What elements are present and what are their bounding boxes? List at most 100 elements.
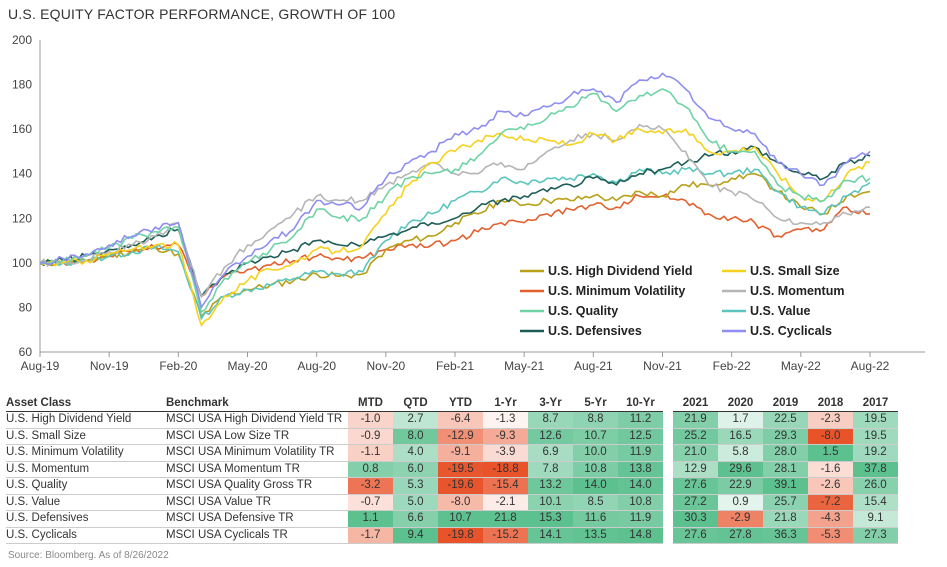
value-cell: 4.0 <box>393 444 438 462</box>
value-cell: 13.8 <box>618 461 663 478</box>
benchmark: MSCI USA Value TR <box>166 494 348 511</box>
value-cell: 1.5 <box>808 444 853 462</box>
value-cell: 13.2 <box>528 477 573 495</box>
value-cell: -0.7 <box>348 494 393 511</box>
table-row: U.S. Defensives MSCI USA Defensive TR 1.1 6… <box>6 510 898 528</box>
value-cell: 5.8 <box>718 444 763 462</box>
value-cell: 25.2 <box>673 428 718 445</box>
value-cell: 14.0 <box>573 477 618 495</box>
value-cell: 29.3 <box>763 428 808 445</box>
value-cell: -19.8 <box>438 527 483 544</box>
value-cell: -12.9 <box>438 428 483 445</box>
asset-class: U.S. Cyclicals <box>6 527 166 544</box>
column-header: Asset Class <box>6 396 166 412</box>
x-tick-label: Aug-21 <box>574 359 613 373</box>
value-cell: 27.6 <box>673 527 718 544</box>
value-cell: 22.9 <box>718 477 763 495</box>
column-header: 3-Yr <box>528 396 573 412</box>
value-cell: 12.6 <box>528 428 573 445</box>
y-tick-label: 200 <box>12 33 32 47</box>
table-row: U.S. Momentum MSCI USA Momentum TR 0.8 6.0-… <box>6 461 898 478</box>
value-cell: 36.3 <box>763 527 808 544</box>
performance-table: Asset Class Benchmark MTD QTD YTD 1-Yr 3-Yr 5-Y… <box>6 396 898 544</box>
value-cell: 14.1 <box>528 527 573 544</box>
benchmark: MSCI USA Low Size TR <box>166 428 348 445</box>
value-cell: 8.0 <box>393 428 438 445</box>
value-cell: 19.2 <box>853 444 898 462</box>
asset-class: U.S. High Dividend Yield <box>6 411 166 429</box>
column-header: Benchmark <box>166 396 348 412</box>
asset-class: U.S. Momentum <box>6 461 166 478</box>
table-row: U.S. High Dividend Yield MSCI USA High Di… <box>6 411 898 429</box>
value-cell: 15.4 <box>853 494 898 511</box>
asset-class: U.S. Minimum Volatility <box>6 444 166 462</box>
legend-label: U.S. High Dividend Yield <box>548 264 692 278</box>
legend-label: U.S. Value <box>750 304 810 318</box>
column-header: 2017 <box>853 396 898 412</box>
value-cell: 10.7 <box>573 428 618 445</box>
value-cell: 11.6 <box>573 510 618 528</box>
table-row: U.S. Cyclicals MSCI USA Cyclicals TR -1.7 9… <box>6 527 898 544</box>
value-cell: -1.0 <box>348 411 393 429</box>
value-cell: 0.8 <box>348 461 393 478</box>
value-cell: 10.8 <box>618 494 663 511</box>
legend-label: U.S. Small Size <box>750 264 840 278</box>
table-header-row: Asset Class Benchmark MTD QTD YTD 1-Yr 3-Yr 5-Y… <box>6 396 898 412</box>
value-cell: -2.3 <box>808 411 853 429</box>
value-cell: -4.3 <box>808 510 853 528</box>
y-tick-label: 80 <box>19 300 33 314</box>
value-cell: -6.4 <box>438 411 483 429</box>
chart-title: U.S. EQUITY FACTOR PERFORMANCE, GROWTH O… <box>8 6 396 22</box>
value-cell: -2.1 <box>483 494 528 511</box>
value-cell: 11.9 <box>618 444 663 462</box>
value-cell: 10.1 <box>528 494 573 511</box>
value-cell: 21.9 <box>673 411 718 429</box>
value-cell: 28.1 <box>763 461 808 478</box>
column-header: YTD <box>438 396 483 412</box>
asset-class: U.S. Value <box>6 494 166 511</box>
table-row: U.S. Quality MSCI USA Quality Gross TR -3.… <box>6 477 898 495</box>
value-cell: 0.9 <box>718 494 763 511</box>
value-cell: -9.1 <box>438 444 483 462</box>
value-cell: -9.3 <box>483 428 528 445</box>
series-line-u-s-value <box>39 166 871 321</box>
x-tick-label: Feb-20 <box>159 359 197 373</box>
asset-class: U.S. Small Size <box>6 428 166 445</box>
value-cell: 27.3 <box>853 527 898 544</box>
value-cell: 29.6 <box>718 461 763 478</box>
value-cell: 1.1 <box>348 510 393 528</box>
legend-label: U.S. Cyclicals <box>750 324 832 338</box>
value-cell: -8.0 <box>438 494 483 511</box>
value-cell: 6.0 <box>393 461 438 478</box>
value-cell: 21.8 <box>483 510 528 528</box>
table-row: U.S. Small Size MSCI USA Low Size TR -0.9 8… <box>6 428 898 445</box>
value-cell: 16.5 <box>718 428 763 445</box>
value-cell: -3.2 <box>348 477 393 495</box>
series-line-u-s-cyclicals <box>39 72 871 310</box>
value-cell: -18.8 <box>483 461 528 478</box>
value-cell: 37.8 <box>853 461 898 478</box>
x-tick-label: May-22 <box>781 359 821 373</box>
value-cell: -15.4 <box>483 477 528 495</box>
value-cell: 27.2 <box>673 494 718 511</box>
value-cell: 2.7 <box>393 411 438 429</box>
legend-box <box>515 262 855 346</box>
y-tick-label: 140 <box>12 167 32 181</box>
value-cell: 6.9 <box>528 444 573 462</box>
column-header: 2019 <box>763 396 808 412</box>
value-cell: 8.5 <box>573 494 618 511</box>
value-cell: 10.0 <box>573 444 618 462</box>
value-cell: -15.2 <box>483 527 528 544</box>
value-cell: 5.3 <box>393 477 438 495</box>
value-cell: 21.0 <box>673 444 718 462</box>
column-header: 2018 <box>808 396 853 412</box>
benchmark: MSCI USA High Dividend Yield TR <box>166 411 348 429</box>
value-cell: -2.9 <box>718 510 763 528</box>
x-tick-label: Feb-22 <box>713 359 751 373</box>
asset-class: U.S. Defensives <box>6 510 166 528</box>
value-cell: 12.9 <box>673 461 718 478</box>
value-cell: -3.9 <box>483 444 528 462</box>
benchmark: MSCI USA Defensive TR <box>166 510 348 528</box>
x-tick-label: Aug-22 <box>851 359 890 373</box>
